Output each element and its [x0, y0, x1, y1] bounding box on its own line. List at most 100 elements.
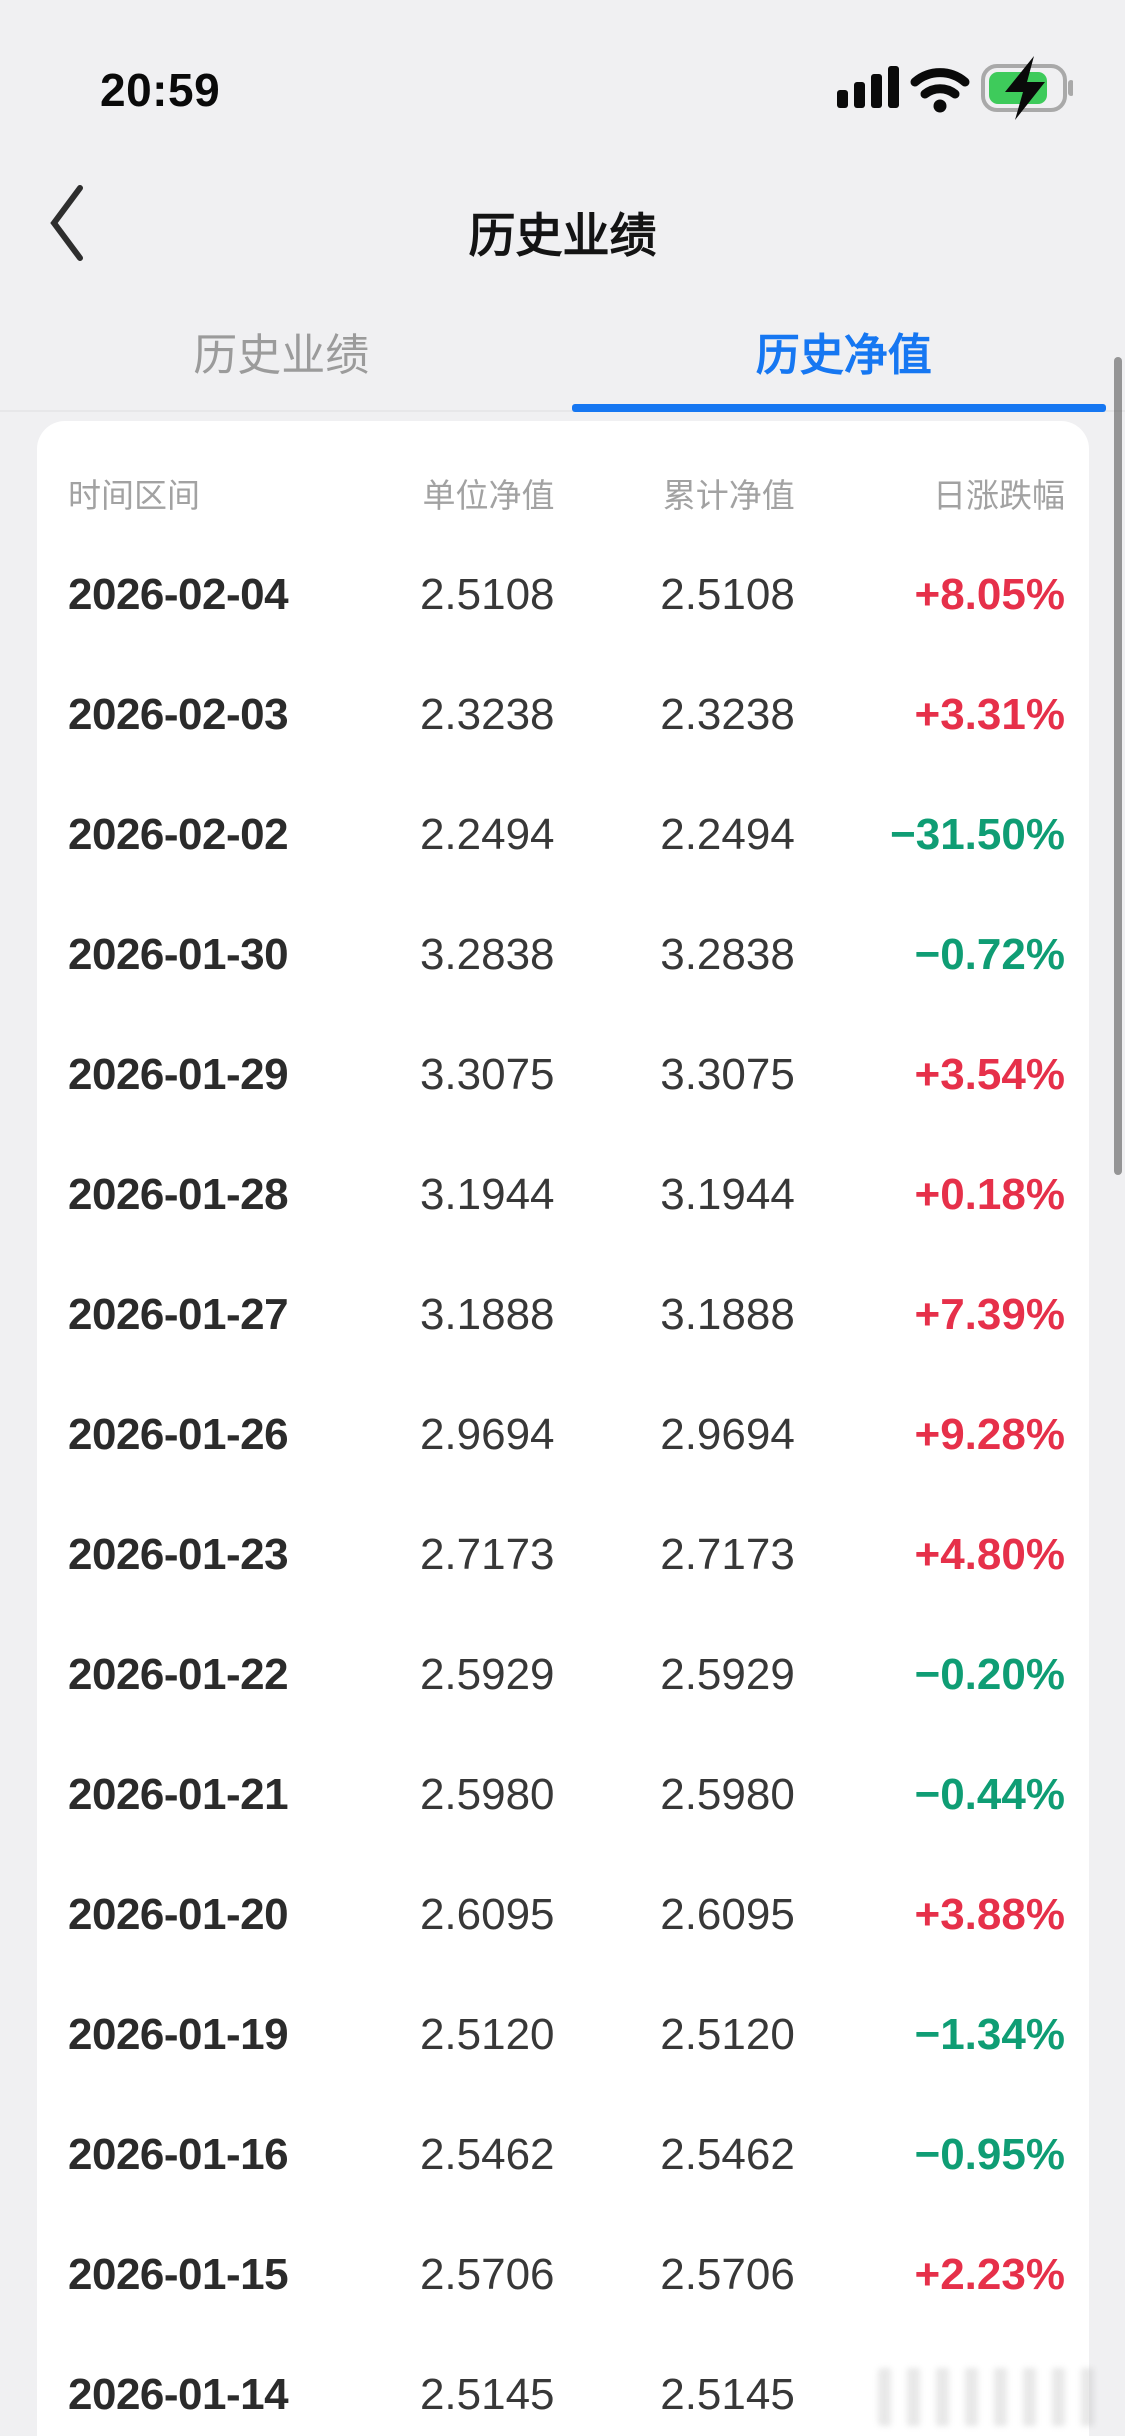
cell-daily-change: +3.88% [914, 1890, 1065, 1939]
cell-unit-nav: 2.5980 [419, 1770, 555, 1819]
cell-daily-change: −0.72% [914, 930, 1065, 979]
cell-accumulated-nav: 3.3075 [660, 1050, 795, 1099]
cell-date: 2026-01-26 [68, 1410, 289, 1459]
cell-date: 2026-01-27 [68, 1290, 289, 1339]
header-unit-nav: 单位净值 [422, 477, 555, 514]
battery-charging-icon [981, 56, 1074, 120]
table-row: 2026-01-22 2.5929 2.5929 −0.20% [37, 1615, 1089, 1735]
status-icons [837, 56, 1074, 120]
table-row: 2026-01-23 2.7173 2.7173 +4.80% [37, 1495, 1089, 1615]
cell-daily-change: +7.39% [914, 1290, 1065, 1339]
cell-daily-change: +8.05% [914, 570, 1065, 619]
cell-daily-change: +3.31% [914, 690, 1065, 739]
header-accumulated-nav: 累计净值 [662, 477, 795, 514]
page-title: 历史业绩 [468, 209, 657, 262]
cell-daily-change: −0.44% [914, 1770, 1065, 1819]
cell-unit-nav: 3.1944 [419, 1170, 555, 1219]
table-row: 2026-01-28 3.1944 3.1944 +0.18% [37, 1135, 1089, 1255]
cell-unit-nav: 2.9694 [419, 1410, 555, 1459]
cell-daily-change: −1.34% [914, 2010, 1065, 2059]
cell-date: 2026-01-19 [68, 2010, 289, 2059]
cell-unit-nav: 2.5929 [419, 1650, 555, 1699]
table-row: 2026-01-27 3.1888 3.1888 +7.39% [37, 1255, 1089, 1375]
cellular-signal-icon [837, 66, 899, 108]
cell-daily-change: +4.80% [914, 1530, 1065, 1579]
cell-unit-nav: 2.7173 [419, 1530, 555, 1579]
table-row: 2026-02-03 2.3238 2.3238 +3.31% [37, 655, 1089, 775]
back-button[interactable] [46, 183, 88, 263]
watermark [878, 2368, 1110, 2426]
cell-accumulated-nav: 2.3238 [660, 690, 795, 739]
cell-date: 2026-01-28 [68, 1170, 289, 1219]
table-row: 2026-01-30 3.2838 3.2838 −0.72% [37, 895, 1089, 1015]
status-time: 20:59 [100, 64, 221, 116]
cell-date: 2026-02-02 [68, 810, 289, 859]
wifi-icon [910, 68, 970, 113]
cell-accumulated-nav: 2.5706 [660, 2250, 795, 2299]
cell-date: 2026-01-23 [68, 1530, 289, 1579]
cell-daily-change: +3.54% [914, 1050, 1065, 1099]
table-body: 2026-02-04 2.5108 2.5108 +8.05% 2026-02-… [37, 535, 1089, 2436]
cell-date: 2026-01-21 [68, 1770, 289, 1819]
table-row: 2026-01-29 3.3075 3.3075 +3.54% [37, 1015, 1089, 1135]
header-daily-change: 日涨跌幅 [932, 477, 1065, 514]
tab-bar: 历史业绩 历史净值 [0, 292, 1125, 412]
chevron-left-icon [50, 185, 83, 261]
tab-history-performance[interactable]: 历史业绩 [193, 331, 370, 380]
scrollbar-thumb[interactable] [1114, 357, 1122, 1175]
cell-daily-change: −31.50% [890, 810, 1065, 859]
cell-date: 2026-01-22 [68, 1650, 289, 1699]
cell-date: 2026-01-30 [68, 930, 289, 979]
active-tab-indicator [571, 404, 1106, 412]
cell-unit-nav: 2.2494 [419, 810, 555, 859]
cell-accumulated-nav: 2.5120 [660, 2010, 795, 2059]
cell-accumulated-nav: 2.5462 [660, 2130, 795, 2179]
cell-unit-nav: 3.2838 [419, 930, 555, 979]
cell-accumulated-nav: 2.5108 [660, 570, 795, 619]
cell-accumulated-nav: 2.2494 [660, 810, 795, 859]
table-row: 2026-01-26 2.9694 2.9694 +9.28% [37, 1375, 1089, 1495]
cell-daily-change: −0.95% [914, 2130, 1065, 2179]
tab-history-nav[interactable]: 历史净值 [755, 331, 932, 380]
cell-unit-nav: 2.5145 [419, 2370, 555, 2419]
table-row: 2026-01-15 2.5706 2.5706 +2.23% [37, 2215, 1089, 2335]
cell-unit-nav: 2.5120 [419, 2010, 555, 2059]
table-row: 2026-02-04 2.5108 2.5108 +8.05% [37, 535, 1089, 655]
cell-date: 2026-01-16 [68, 2130, 289, 2179]
cell-accumulated-nav: 2.7173 [660, 1530, 795, 1579]
cell-accumulated-nav: 2.5929 [660, 1650, 795, 1699]
cell-accumulated-nav: 2.5980 [660, 1770, 795, 1819]
cell-unit-nav: 3.3075 [419, 1050, 555, 1099]
cell-accumulated-nav: 2.5145 [660, 2370, 795, 2419]
cell-date: 2026-01-20 [68, 1890, 289, 1939]
cell-accumulated-nav: 2.9694 [660, 1410, 795, 1459]
cell-accumulated-nav: 3.1944 [660, 1170, 795, 1219]
cell-daily-change: −0.20% [914, 1650, 1065, 1699]
table-row: 2026-02-02 2.2494 2.2494 −31.50% [37, 775, 1089, 895]
table-row: 2026-01-19 2.5120 2.5120 −1.34% [37, 1975, 1089, 2095]
cell-unit-nav: 2.3238 [419, 690, 555, 739]
table-row: 2026-01-16 2.5462 2.5462 −0.95% [37, 2095, 1089, 2215]
cell-accumulated-nav: 3.2838 [660, 930, 795, 979]
cell-daily-change: +9.28% [914, 1410, 1065, 1459]
cell-unit-nav: 2.5706 [419, 2250, 555, 2299]
cell-date: 2026-02-03 [68, 690, 289, 739]
table-row: 2026-01-20 2.6095 2.6095 +3.88% [37, 1855, 1089, 1975]
nav-table-card: 时间区间 单位净值 累计净值 日涨跌幅 2026-02-04 2.5108 2.… [37, 421, 1089, 2436]
cell-date: 2026-01-29 [68, 1050, 289, 1099]
cell-date: 2026-01-14 [68, 2370, 289, 2419]
cell-accumulated-nav: 2.6095 [660, 1890, 795, 1939]
cell-daily-change: +2.23% [914, 2250, 1065, 2299]
table-row: 2026-01-14 2.5145 2.5145 [37, 2335, 1089, 2436]
header-date-range: 时间区间 [68, 477, 200, 514]
cell-date: 2026-01-15 [68, 2250, 289, 2299]
cell-daily-change: +0.18% [914, 1170, 1065, 1219]
cell-accumulated-nav: 3.1888 [660, 1290, 795, 1339]
cell-unit-nav: 3.1888 [419, 1290, 555, 1339]
table-header-row: 时间区间 单位净值 累计净值 日涨跌幅 [37, 451, 1089, 535]
cell-unit-nav: 2.5108 [419, 570, 555, 619]
table-row: 2026-01-21 2.5980 2.5980 −0.44% [37, 1735, 1089, 1855]
cell-unit-nav: 2.5462 [419, 2130, 555, 2179]
cell-date: 2026-02-04 [68, 570, 289, 619]
